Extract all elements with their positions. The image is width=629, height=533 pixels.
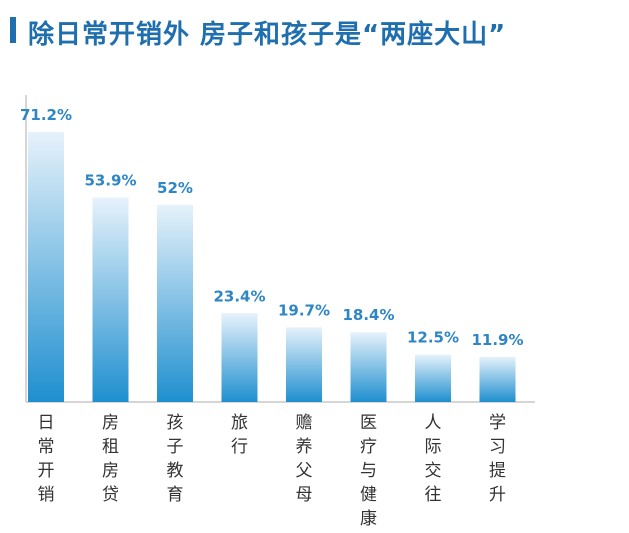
category-label-7: 学习提升	[489, 413, 506, 505]
category-label-1: 房租房贷	[102, 413, 119, 505]
data-label-2: 52%	[157, 179, 193, 197]
bar-4	[286, 327, 322, 402]
category-label-5: 医疗与健康	[360, 413, 377, 529]
data-label-7: 11.9%	[471, 331, 523, 349]
category-label-4: 赡养父母	[296, 413, 313, 505]
data-label-5: 18.4%	[342, 306, 394, 324]
data-label-6: 12.5%	[407, 329, 459, 347]
bar-5	[350, 332, 387, 402]
category-label-2: 孩子教育	[167, 413, 184, 505]
bar-0	[28, 132, 64, 402]
title-accent-bar	[10, 17, 16, 43]
bar-3	[221, 313, 258, 402]
data-label-4: 19.7%	[278, 301, 330, 319]
bar-6	[415, 354, 451, 402]
category-label-3: 旅行	[231, 413, 248, 457]
category-label-6: 人际交往	[425, 413, 442, 505]
bar-7	[479, 356, 516, 402]
data-label-0: 71.2%	[20, 106, 72, 124]
bar-1	[92, 197, 129, 402]
bar-2	[157, 204, 193, 402]
category-label-0: 日常开销	[38, 413, 55, 505]
data-label-3: 23.4%	[213, 287, 265, 305]
data-label-1: 53.9%	[84, 172, 136, 190]
chart-title: 除日常开销外 房子和孩子是“两座大山”	[28, 20, 507, 50]
